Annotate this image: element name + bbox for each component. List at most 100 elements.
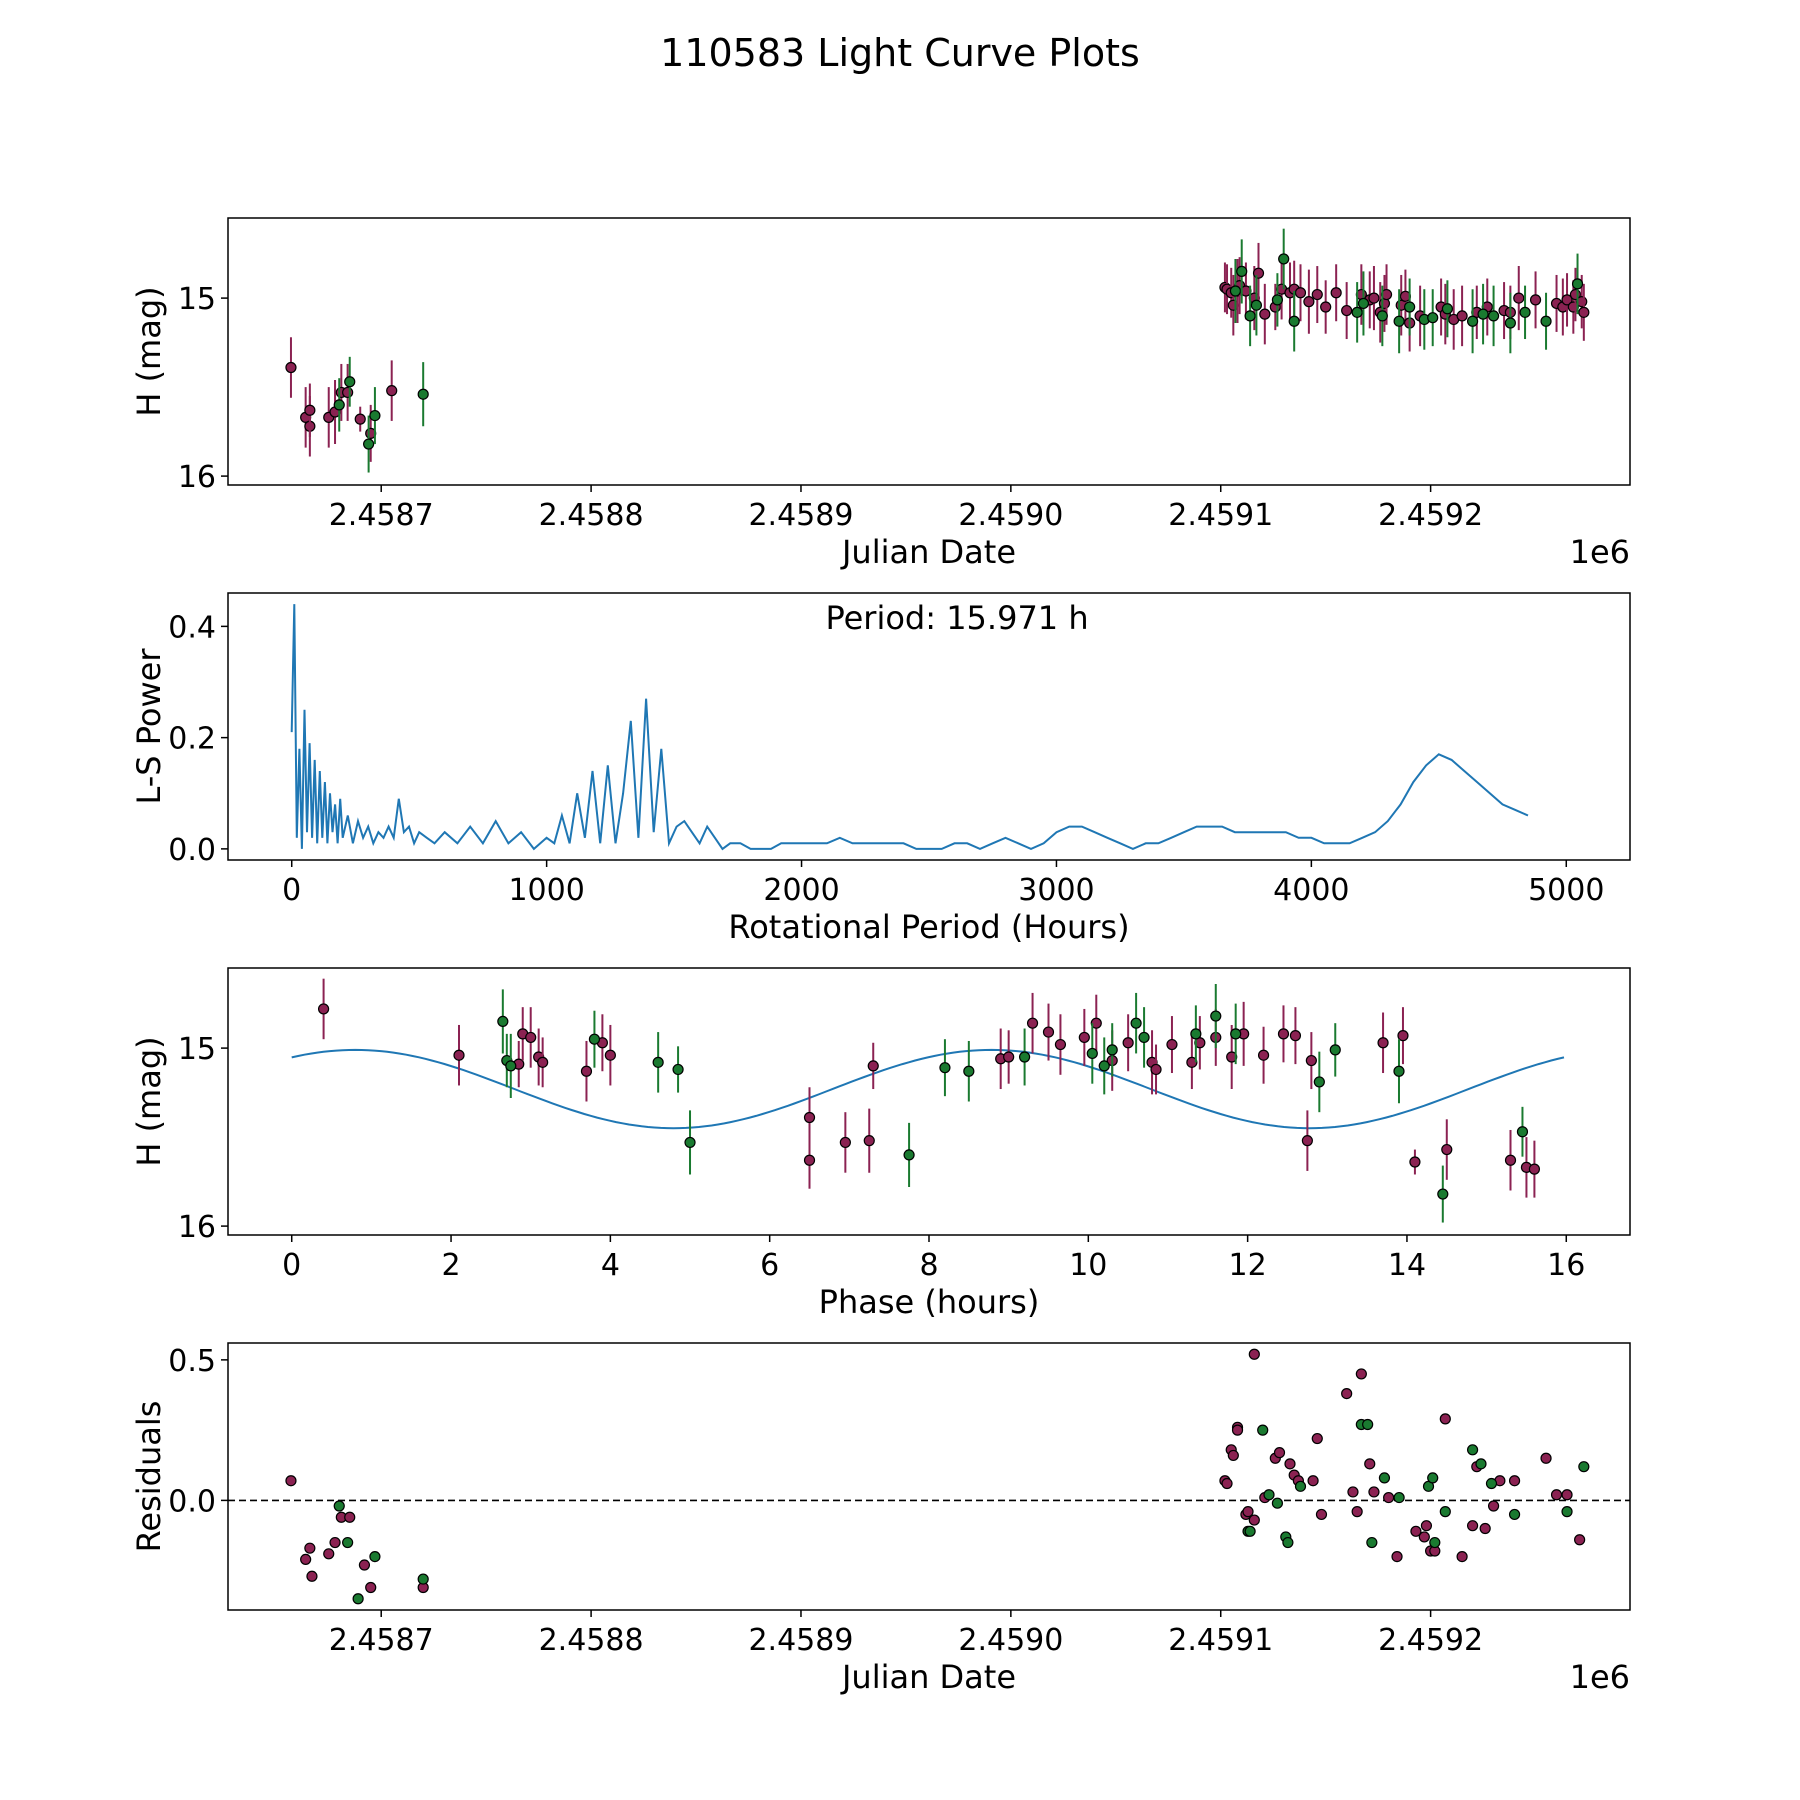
data-point (863, 1135, 875, 1147)
data-point (903, 1149, 915, 1161)
x-tick-label: 2.4591 (1168, 1623, 1273, 1658)
data-point (1393, 1491, 1405, 1504)
data-point (1301, 1135, 1313, 1147)
data-point (1231, 1424, 1244, 1436)
data-point (1355, 1368, 1367, 1380)
data-point (1540, 315, 1552, 327)
figure-title: 110583 Light Curve Plots (660, 31, 1140, 75)
data-point (1259, 308, 1271, 320)
data-point (1504, 317, 1516, 329)
data-point (1409, 1156, 1421, 1168)
y-tick-label: 0.0 (168, 833, 216, 868)
x-tick-label: 2.4588 (539, 1623, 644, 1658)
data-point (1277, 1028, 1290, 1040)
data-point (1393, 315, 1405, 327)
x-tick-label: 6 (760, 1248, 779, 1283)
data-point (1391, 1550, 1403, 1563)
data-point (1504, 1154, 1517, 1166)
data-point (1248, 1348, 1260, 1360)
data-point (358, 1559, 371, 1571)
data-point (1456, 310, 1468, 322)
data-point (1263, 1489, 1275, 1501)
data-point (1513, 292, 1525, 304)
data-point (672, 1063, 684, 1076)
data-point (1303, 296, 1315, 308)
data-point (1404, 301, 1416, 313)
fit-curve (291, 1048, 1565, 1130)
data-point (1244, 1525, 1256, 1537)
y-tick-label: 16 (178, 1210, 216, 1245)
y-tick-label: 0.4 (168, 610, 216, 645)
y-tick-label: 15 (178, 1032, 216, 1067)
x-tick-label: 3000 (1018, 873, 1094, 908)
x-tick-label: 2.4592 (1378, 498, 1483, 533)
data-point (1347, 1486, 1359, 1498)
x-tick-label: 2.4592 (1378, 1623, 1483, 1658)
x-tick-label: 4000 (1273, 873, 1349, 908)
data-point (1376, 310, 1388, 322)
x-tick-label: 2 (441, 1248, 460, 1283)
data-point (1330, 287, 1342, 299)
y-axis-label: H (mag) (130, 1036, 168, 1166)
data-point (1368, 1486, 1380, 1498)
data-point (1561, 294, 1573, 306)
data-point (1329, 1044, 1341, 1056)
data-point (1508, 1475, 1521, 1487)
data-point (1571, 278, 1584, 290)
data-point (417, 1573, 429, 1585)
y-tick-label: 15 (178, 282, 216, 317)
data-point (1540, 1452, 1552, 1464)
x-tick-label: 2.4589 (748, 1623, 853, 1658)
data-point (580, 1065, 593, 1077)
data-point (1487, 310, 1500, 322)
data-point (684, 1136, 696, 1149)
data-point (1252, 267, 1265, 279)
data-point (1485, 1477, 1498, 1490)
data-point (1341, 1387, 1353, 1400)
data-point (1357, 297, 1370, 310)
data-point (1278, 253, 1290, 265)
x-tick-label: 16 (1547, 1248, 1585, 1283)
data-point (537, 1056, 549, 1068)
data-point (1226, 1051, 1238, 1063)
data-point (1271, 294, 1284, 306)
periodogram-line (290, 604, 1529, 851)
data-point (1210, 1010, 1222, 1022)
panel-phased-curve: 0 2 4 6 8 10 12 14 16 16 15 Phase (hours) H (mag) (130, 967, 1631, 1321)
axes-frame (227, 1342, 1631, 1611)
data-point (1130, 1017, 1142, 1029)
x-tick-label: 8 (919, 1248, 938, 1283)
data-point (1420, 1520, 1433, 1532)
data-point (363, 438, 375, 450)
data-point (1242, 1506, 1254, 1518)
data-point (1098, 1060, 1110, 1072)
data-point (1508, 1508, 1521, 1521)
data-point (1341, 304, 1353, 317)
panel-periodogram: 0 1000 2000 3000 4000 5000 0.0 0.2 0.4 Rotational… (130, 592, 1631, 946)
data-point (1351, 306, 1363, 318)
data-point (1456, 1550, 1468, 1563)
data-point (1282, 1536, 1294, 1549)
data-point (1578, 306, 1590, 318)
data-point (1186, 1056, 1198, 1068)
data-point (1294, 287, 1307, 299)
data-point (505, 1060, 517, 1072)
data-point (1441, 303, 1454, 315)
x-offset-label: 1e6 (1570, 533, 1630, 571)
panel-residuals: 2.4587 2.4588 2.4589 2.4590 2.4591 2.4592 0.0 0… (130, 1342, 1631, 1696)
plot-area (285, 228, 1590, 473)
data-point (1550, 1489, 1563, 1501)
data-point (342, 386, 354, 399)
data-point (1284, 1458, 1296, 1470)
data-point (1351, 1506, 1363, 1518)
data-point (369, 409, 381, 422)
x-tick-label: 5000 (1528, 873, 1604, 908)
data-point (1477, 308, 1489, 320)
x-axis-label: Phase (hours) (819, 1283, 1040, 1321)
plot-area (228, 1348, 1630, 1605)
data-point (304, 404, 316, 416)
data-point (1487, 1500, 1500, 1512)
data-point (1561, 1506, 1573, 1518)
x-axis-label: Rotational Period (Hours) (728, 908, 1129, 946)
data-point (1054, 1038, 1067, 1051)
